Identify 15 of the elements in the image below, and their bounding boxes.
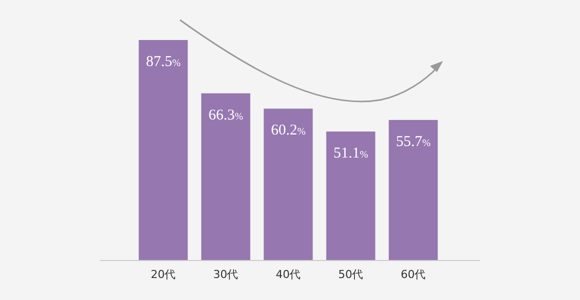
x-tick-label: 60代 (400, 268, 426, 281)
bar (264, 108, 313, 260)
bar (201, 93, 250, 260)
data-label: 66.3% (208, 107, 244, 124)
bar (388, 120, 438, 260)
bar (326, 132, 376, 260)
data-label: 87.5% (146, 54, 181, 70)
data-label: 55.7% (396, 134, 431, 150)
data-label: 51.1% (333, 146, 368, 162)
x-tick-label: 50代 (338, 268, 364, 281)
data-label: 60.2% (270, 122, 306, 139)
x-tick-label: 30代 (213, 268, 238, 281)
bar (138, 40, 188, 260)
x-tick-label: 20代 (150, 268, 176, 281)
x-tick-label: 40代 (276, 268, 301, 281)
